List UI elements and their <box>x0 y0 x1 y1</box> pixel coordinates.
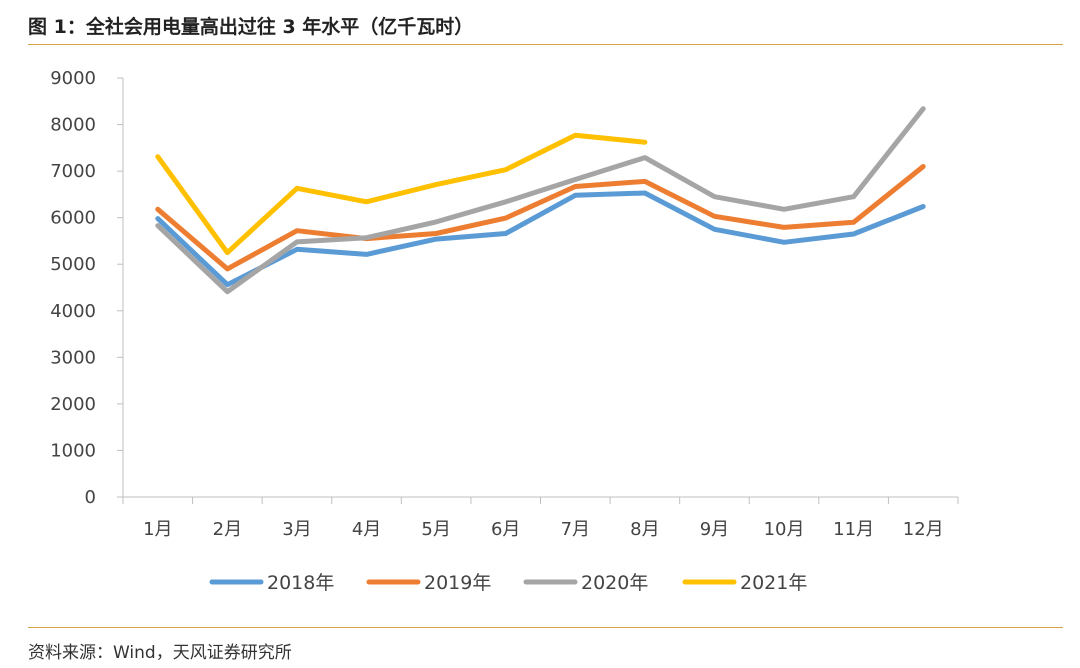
series-line-2018年 <box>155 190 926 288</box>
x-tick-label: 3月 <box>282 519 311 540</box>
x-tick-label: 6月 <box>491 519 520 540</box>
figure-title: 图 1：全社会用电量高出过往 3 年水平（亿千瓦时） <box>28 16 474 38</box>
y-tick-label: 4000 <box>50 301 96 322</box>
x-tick-label: 10月 <box>764 519 805 540</box>
y-tick-label: 3000 <box>50 347 96 368</box>
x-tick-label: 9月 <box>700 519 729 540</box>
line-chart: 0 1000 2000 3000 4000 5000 6000 7000 8000 9000 1月 2… <box>50 68 959 594</box>
x-tick-label: 8月 <box>630 519 659 540</box>
legend-label: 2021年 <box>740 572 807 594</box>
source-divider <box>28 627 1063 628</box>
source-note: 资料来源：Wind，天风证券研究所 <box>28 643 292 663</box>
title-divider <box>28 44 1063 45</box>
series-line-2021年 <box>155 132 648 256</box>
x-tick-label: 4月 <box>352 519 381 540</box>
y-tick-label: 6000 <box>50 208 96 229</box>
series-line-2020年 <box>155 106 926 295</box>
x-tick-label: 5月 <box>421 519 450 540</box>
legend-label: 2019年 <box>424 572 491 594</box>
y-tick-label: 9000 <box>50 68 96 89</box>
y-tick-label: 7000 <box>50 161 96 182</box>
x-tick-label: 1月 <box>143 519 172 540</box>
y-tick-label: 1000 <box>50 440 96 461</box>
y-tick-label: 2000 <box>50 394 96 415</box>
y-tick-label: 0 <box>85 487 96 508</box>
legend-label: 2020年 <box>581 572 648 594</box>
legend-label: 2018年 <box>267 572 334 594</box>
y-tick-label: 8000 <box>50 115 96 136</box>
x-tick-label: 2月 <box>213 519 242 540</box>
x-tick-label: 11月 <box>833 519 874 540</box>
y-tick-label: 5000 <box>50 254 96 275</box>
x-tick-label: 12月 <box>903 519 944 540</box>
series-line-2019年 <box>155 164 926 272</box>
x-tick-label: 7月 <box>561 519 590 540</box>
